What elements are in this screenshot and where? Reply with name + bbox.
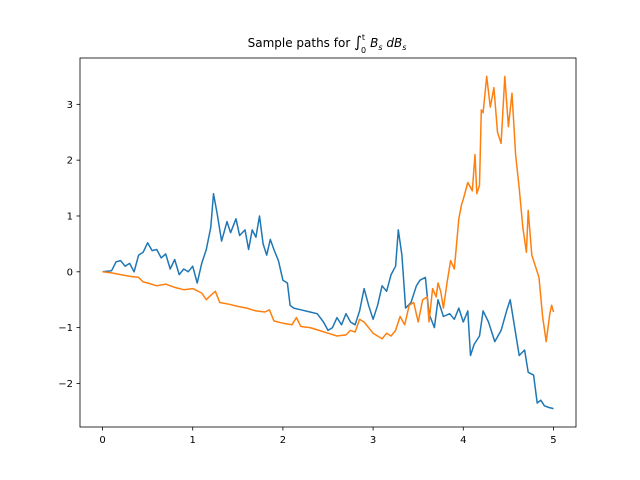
- y-tick-label: −2: [58, 379, 73, 390]
- title-integrand: B: [370, 36, 378, 50]
- title-integral-lower: 0: [361, 46, 366, 55]
- series-line-1: [102, 192, 554, 410]
- x-tick-label: 2: [280, 435, 286, 446]
- chart-title: Sample paths for ∫t 0Bs dBs: [248, 33, 407, 55]
- title-differential-sub: s: [402, 43, 406, 52]
- y-tick-label: 1: [67, 211, 73, 222]
- x-tick-label: 5: [550, 435, 556, 446]
- y-tick-label: 3: [67, 100, 73, 111]
- title-integral-sign: ∫: [354, 33, 362, 51]
- title-prefix: Sample paths for: [248, 36, 354, 50]
- x-tick-label: 3: [370, 435, 376, 446]
- y-tick-label: 2: [67, 156, 73, 167]
- x-tick-label: 1: [190, 435, 196, 446]
- series-line-2: [102, 75, 555, 343]
- x-tick-label: 4: [460, 435, 466, 446]
- x-tick-label: 0: [99, 435, 105, 446]
- plot-area: [102, 75, 555, 410]
- plot-frame: [79, 57, 577, 428]
- y-tick-label: −1: [58, 323, 73, 334]
- title-integrand-sub: s: [378, 43, 382, 52]
- title-differential: dB: [383, 36, 403, 50]
- y-tick-label: 0: [67, 267, 73, 278]
- axes: 0 1 2 3 4 5 −2 −1 0 1 2 3: [58, 57, 577, 446]
- title-integral-upper: t: [362, 33, 365, 42]
